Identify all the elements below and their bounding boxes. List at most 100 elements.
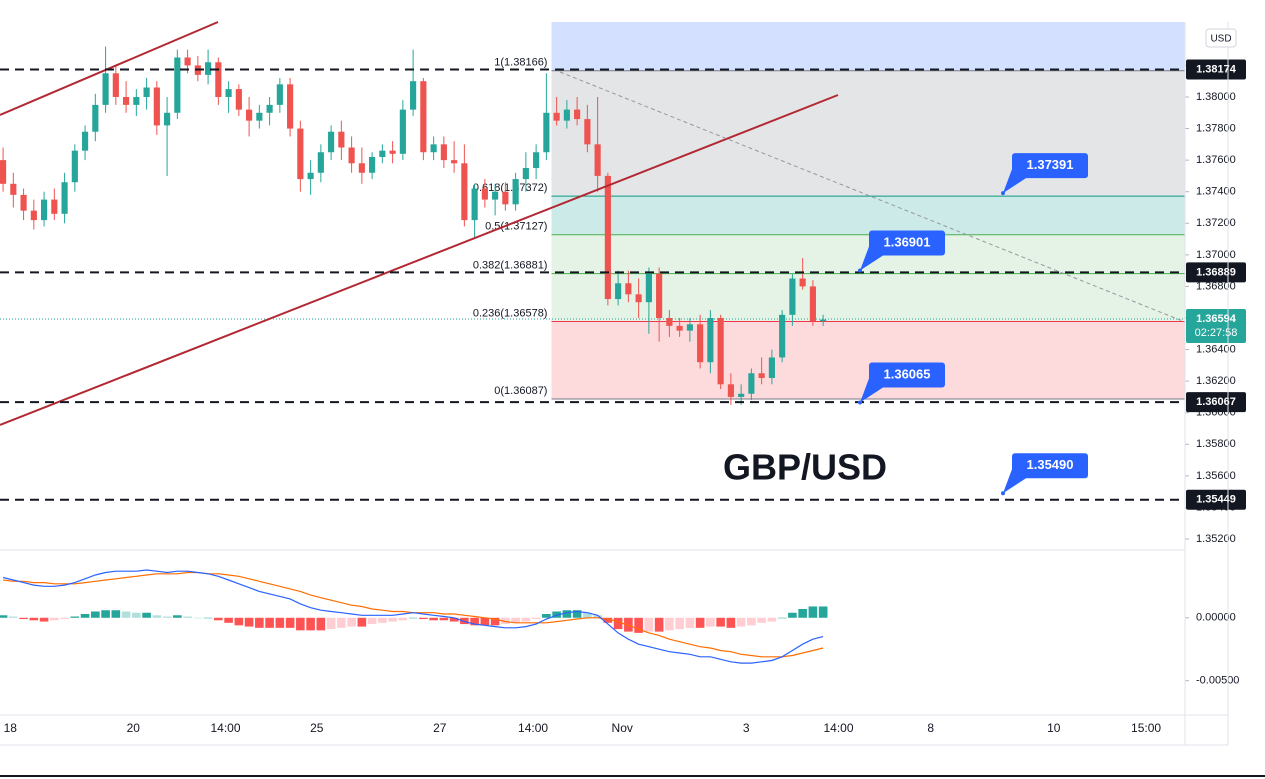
histogram-bar [747,617,756,626]
candle-body [297,128,304,180]
histogram-bar [695,617,705,628]
callout-box [869,230,945,256]
histogram-bar [439,617,449,621]
histogram-bar [265,617,274,628]
histogram-bar [818,606,828,618]
candle-body [92,104,99,132]
candle-body [420,81,427,153]
y-tick-label: 1.37200 [1196,217,1236,229]
histogram-bar [757,617,766,623]
y-tick-label: 1.38000 [1196,91,1236,103]
candle-body [164,112,171,126]
histogram-bar [121,611,131,618]
candle-body [522,168,529,180]
candle-body [30,210,37,221]
histogram-bar [603,617,613,623]
histogram-bar [70,616,80,618]
candle-body [20,194,27,211]
candle-body [533,152,540,169]
candle-body [256,112,263,121]
currency-box[interactable] [1205,28,1237,48]
histogram-bar [173,615,182,618]
candle-body [51,199,58,214]
histogram-bar [706,617,715,627]
histogram-bar [562,610,572,618]
x-tick-label: 10 [1047,721,1061,735]
currency: USD [1210,34,1231,45]
candle-body [10,183,17,195]
candle-body [604,175,611,300]
candle-body [379,150,386,157]
candle-body [707,317,714,363]
histogram-bar [39,617,49,622]
price-tag-label: 1.38174 [1196,63,1237,75]
fib-label: 0.5(1.37127) [485,221,547,233]
y-tick-label: 1.35600 [1196,470,1236,482]
x-tick-label: 14:00 [824,721,854,735]
candle-body [666,317,673,326]
candle-body [502,191,509,205]
y-tick-label: 1.36200 [1196,375,1236,387]
candle-body [358,163,365,173]
y-tick-label: 1.35200 [1196,533,1236,545]
callout-label: 1.37391 [1027,157,1074,172]
histogram-bar [511,617,520,623]
y-tick-label: 1.37600 [1196,154,1236,166]
histogram-bar [408,617,418,619]
candle-body [440,144,447,161]
histogram-bar [367,617,377,625]
histogram-bar [675,617,684,630]
price-tag [1186,262,1246,283]
callout-label: 1.36065 [884,366,931,381]
candle-body [317,152,324,173]
candle-body [61,182,68,214]
histogram-bar [357,617,367,627]
candle-body [758,373,765,378]
trend-line [0,21,219,116]
histogram-bar [398,617,408,621]
candle-body [512,179,519,205]
trend-line [0,94,839,426]
y-tick-label: 1.37800 [1196,122,1236,134]
candle-body [389,150,396,154]
candle-body [563,109,570,121]
candle-body [738,393,745,397]
candle-body [399,109,406,154]
x-tick-label: Nov [612,721,633,735]
histogram-bar [347,617,356,627]
candle-body [615,283,622,300]
candle-body [112,73,119,97]
candle-body [235,89,242,110]
candle-body [779,314,786,358]
y-tick-label: 0.00000 [1196,612,1236,624]
candle-body [133,96,140,105]
callout-label: 1.36901 [884,234,931,249]
candle-body [451,160,458,164]
histogram-bar [224,617,233,623]
price-tag [1186,59,1246,80]
histogram-bar [419,617,428,620]
candle-body [246,109,253,121]
histogram-bar [490,617,500,626]
fib-label: 0.618(1.37372) [473,182,548,194]
candle-body [635,294,642,303]
x-tick-label: 3 [743,721,750,735]
candle-body [102,73,109,105]
candle-body [82,131,89,151]
histogram-bar [736,617,746,627]
y-tick-label: 1.36800 [1196,280,1236,292]
candle-body [307,172,314,180]
candle-body [276,84,283,105]
candle-body [266,104,273,113]
y-tick-label: 1.37400 [1196,186,1236,198]
histogram-bar [388,617,397,622]
price-tag-label: 1.36889 [1196,266,1236,278]
candle-body [594,144,601,176]
callout-anchor [858,400,862,405]
price-tag-label: 1.36067 [1196,396,1236,408]
x-tick-label: 18 [4,721,18,735]
histogram-bar [337,617,346,628]
candle-body [574,109,581,120]
